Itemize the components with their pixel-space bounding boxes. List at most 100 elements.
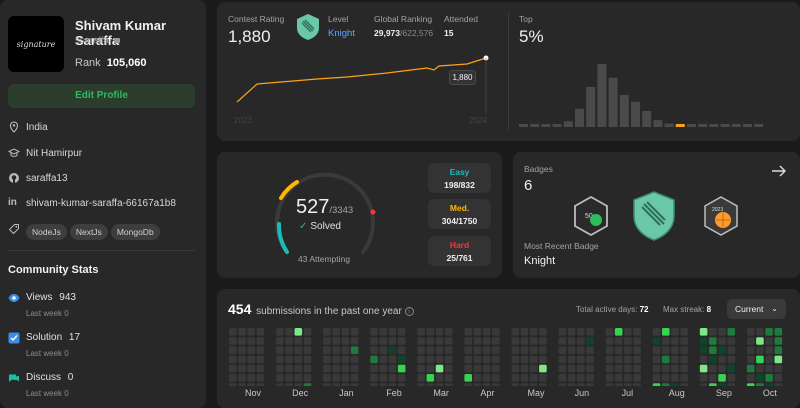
heatmap-cell[interactable] [492, 337, 500, 345]
heatmap-cell[interactable] [652, 383, 661, 386]
heatmap-cell[interactable] [614, 383, 623, 386]
heatmap-cell[interactable] [247, 337, 255, 345]
heatmap-cell[interactable] [756, 364, 764, 373]
heatmap-cell[interactable] [332, 383, 340, 386]
heatmap-cell[interactable] [341, 355, 350, 364]
heatmap-cell[interactable] [350, 346, 359, 354]
heatmap-cell[interactable] [774, 346, 783, 354]
heatmap-cell[interactable] [520, 346, 529, 354]
heatmap-cell[interactable] [464, 346, 473, 354]
heatmap-cell[interactable] [520, 374, 529, 382]
heatmap-cell[interactable] [370, 355, 378, 364]
heatmap-cell[interactable] [699, 364, 708, 373]
heatmap-cell[interactable] [303, 383, 312, 386]
heatmap-cell[interactable] [718, 374, 726, 382]
annual-badge-icon[interactable]: 2023 [701, 195, 741, 237]
heatmap-cell[interactable] [229, 364, 237, 373]
heatmap-cell[interactable] [529, 337, 538, 345]
heatmap-cell[interactable] [718, 346, 726, 354]
heatmap-cell[interactable] [417, 374, 425, 382]
heatmap-cell[interactable] [624, 337, 632, 345]
heatmap-cell[interactable] [586, 328, 594, 336]
heatmap-cell[interactable] [680, 346, 688, 354]
heatmap-cell[interactable] [444, 355, 453, 364]
heatmap-cell[interactable] [605, 346, 614, 354]
heatmap-cell[interactable] [341, 364, 350, 373]
heatmap-cell[interactable] [718, 337, 726, 345]
heatmap-cell[interactable] [294, 337, 303, 345]
heatmap-cell[interactable] [511, 383, 520, 386]
heatmap-cell[interactable] [256, 355, 265, 364]
heatmap-cell[interactable] [746, 346, 755, 354]
heatmap-cell[interactable] [699, 374, 708, 382]
heatmap-cell[interactable] [709, 328, 717, 336]
heatmap-cell[interactable] [350, 364, 359, 373]
heatmap-cell[interactable] [247, 328, 255, 336]
heatmap-cell[interactable] [671, 374, 679, 382]
heatmap-cell[interactable] [350, 328, 359, 336]
heatmap-cell[interactable] [285, 374, 293, 382]
heatmap-cell[interactable] [229, 328, 237, 336]
heatmap-cell[interactable] [671, 328, 679, 336]
heatmap-cell[interactable] [492, 364, 500, 373]
heatmap-cell[interactable] [435, 364, 444, 373]
heatmap-cell[interactable] [661, 374, 670, 382]
heatmap-cell[interactable] [285, 383, 293, 386]
heatmap-cell[interactable] [633, 355, 641, 364]
heatmap-cell[interactable] [482, 355, 491, 364]
heatmap-cell[interactable] [727, 346, 736, 354]
heatmap-cell[interactable] [388, 383, 397, 386]
heatmap-cell[interactable] [247, 364, 255, 373]
heatmap-cell[interactable] [276, 355, 284, 364]
heatmap-cell[interactable] [671, 364, 679, 373]
heatmap-cell[interactable] [473, 337, 482, 345]
knight-badge-icon[interactable] [630, 190, 678, 242]
heatmap-cell[interactable] [614, 328, 623, 336]
heatmap-cell[interactable] [671, 383, 679, 386]
heatmap-cell[interactable] [756, 374, 764, 382]
heatmap-cell[interactable] [576, 346, 585, 354]
heatmap-cell[interactable] [492, 383, 500, 386]
avatar[interactable]: signature [8, 16, 64, 72]
heatmap-cell[interactable] [680, 337, 688, 345]
heatmap-cell[interactable] [417, 383, 425, 386]
heatmap-cell[interactable] [379, 364, 388, 373]
heatmap-cell[interactable] [529, 364, 538, 373]
heatmap-cell[interactable] [774, 383, 783, 386]
heatmap-cell[interactable] [765, 374, 773, 382]
heatmap-cell[interactable] [680, 355, 688, 364]
heatmap-cell[interactable] [624, 355, 632, 364]
heatmap-cell[interactable] [426, 383, 435, 386]
heatmap-cell[interactable] [332, 328, 340, 336]
heatmap-cell[interactable] [276, 374, 284, 382]
heatmap-cell[interactable] [774, 328, 783, 336]
heatmap-cell[interactable] [746, 328, 755, 336]
heatmap-cell[interactable] [303, 346, 312, 354]
heatmap-cell[interactable] [435, 337, 444, 345]
heatmap-cell[interactable] [661, 355, 670, 364]
heatmap-cell[interactable] [529, 355, 538, 364]
heatmap-cell[interactable] [350, 374, 359, 382]
heatmap-cell[interactable] [529, 383, 538, 386]
heatmap-cell[interactable] [727, 355, 736, 364]
heatmap-cell[interactable] [511, 355, 520, 364]
heatmap-cell[interactable] [614, 374, 623, 382]
medium-stat[interactable]: Med. 304/1750 [428, 199, 491, 229]
heatmap-cell[interactable] [247, 383, 255, 386]
heatmap-cell[interactable] [633, 374, 641, 382]
heatmap-cell[interactable] [370, 346, 378, 354]
heatmap-cell[interactable] [388, 328, 397, 336]
heatmap-cell[interactable] [435, 355, 444, 364]
heatmap-cell[interactable] [586, 337, 594, 345]
heatmap-cell[interactable] [444, 346, 453, 354]
heatmap-cell[interactable] [699, 328, 708, 336]
easy-stat[interactable]: Easy 198/832 [428, 163, 491, 193]
heatmap-cell[interactable] [256, 383, 265, 386]
heatmap-cell[interactable] [341, 346, 350, 354]
heatmap-cell[interactable] [576, 364, 585, 373]
heatmap-cell[interactable] [238, 346, 246, 354]
heatmap-cell[interactable] [379, 346, 388, 354]
heatmap-cell[interactable] [294, 364, 303, 373]
heatmap-cell[interactable] [680, 383, 688, 386]
heatmap-cell[interactable] [633, 364, 641, 373]
